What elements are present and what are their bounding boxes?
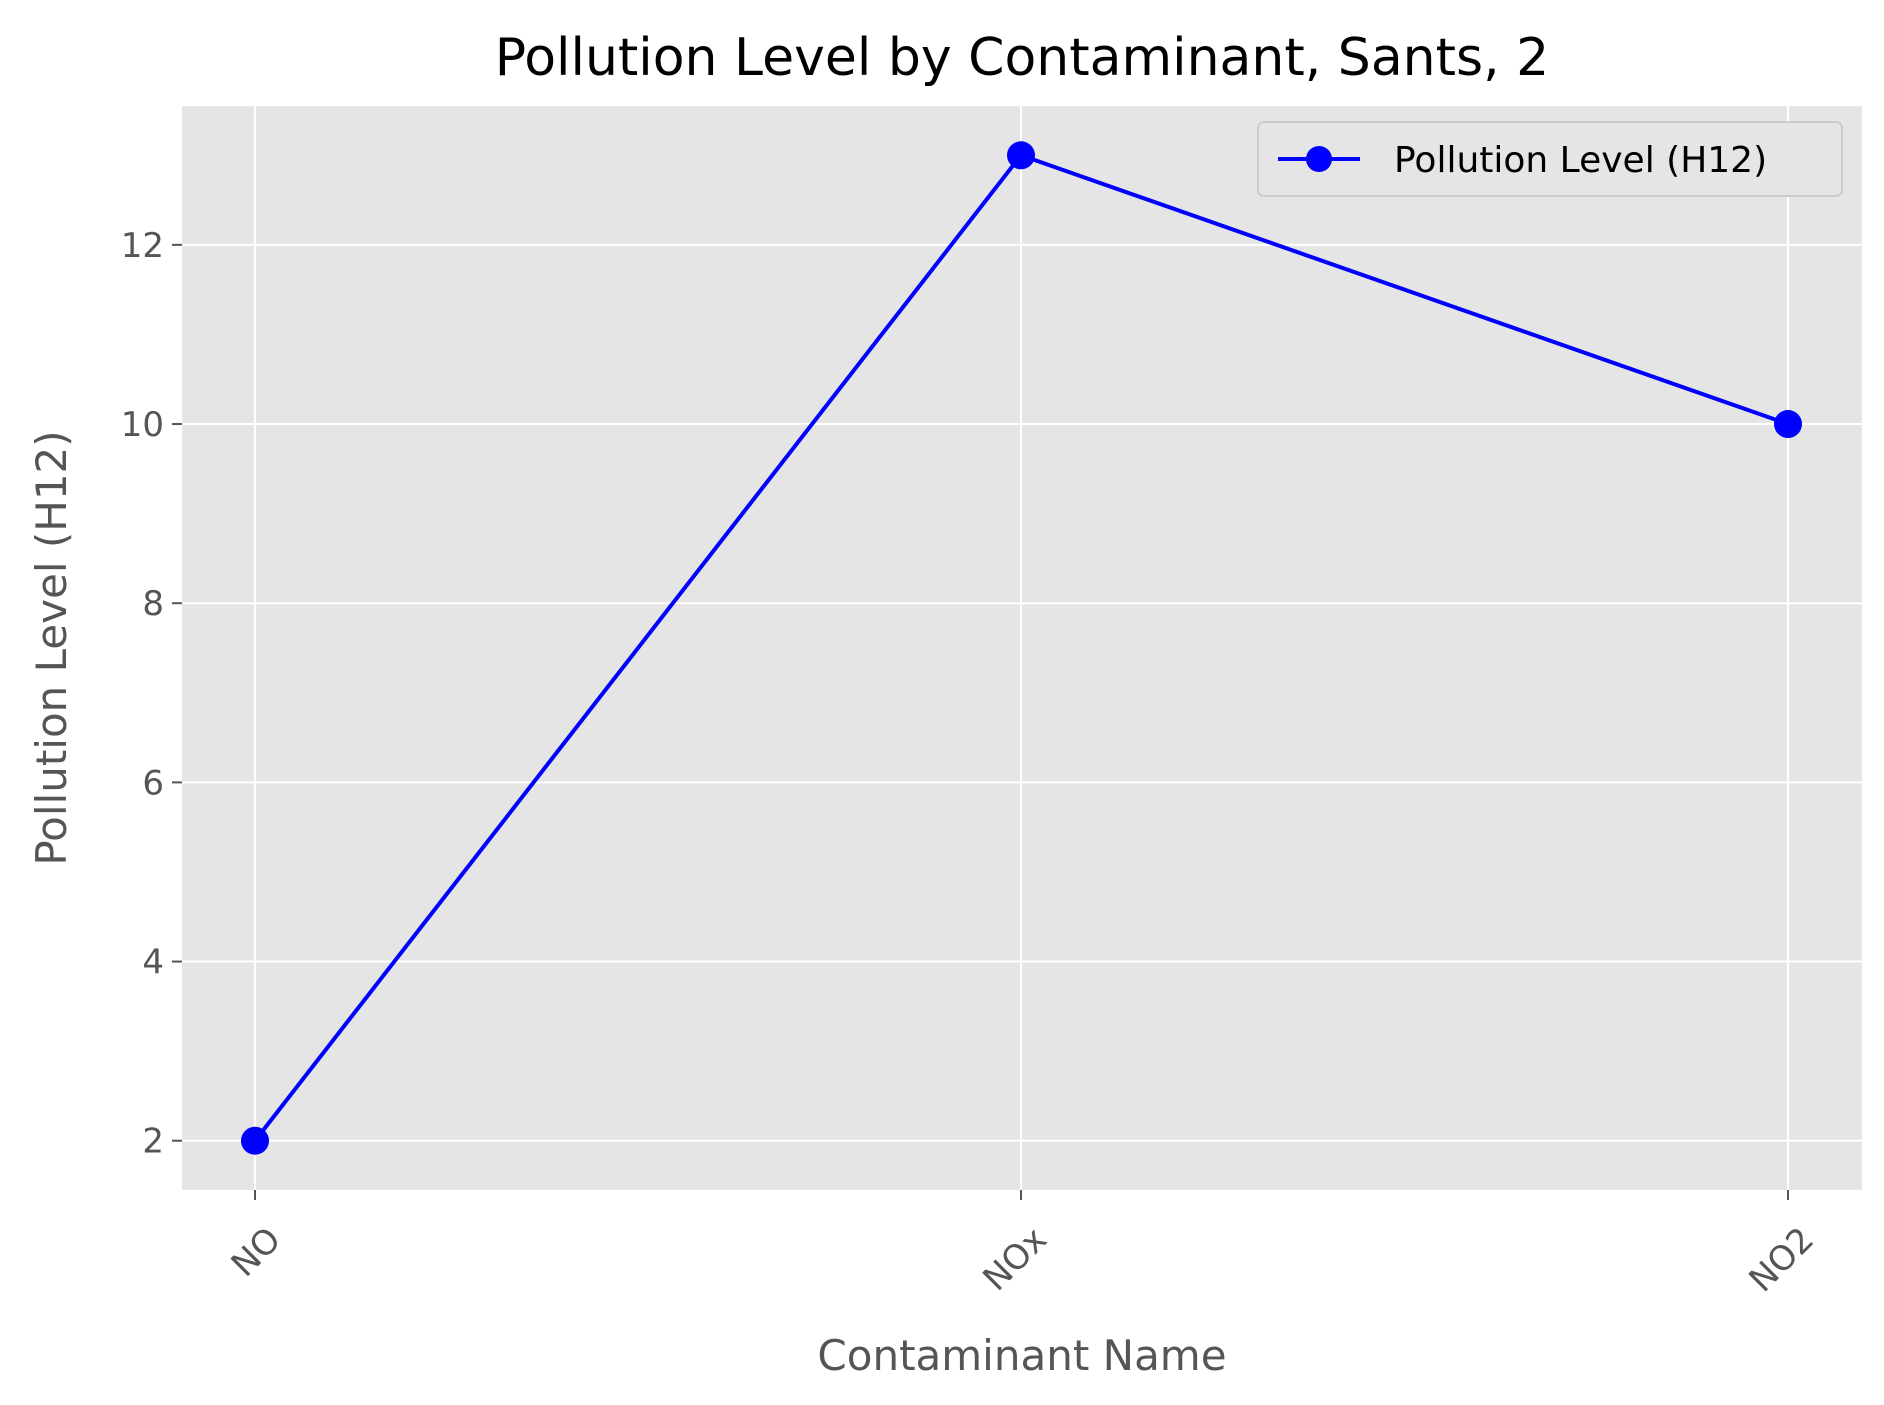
y-tick-label: 2 xyxy=(142,1122,164,1162)
series-line-group xyxy=(241,141,1802,1155)
legend-label: Pollution Level (H12) xyxy=(1394,140,1767,181)
y-axis: 2 4 6 8 10 12 xyxy=(121,226,182,1162)
legend-marker-swatch xyxy=(1306,146,1332,172)
x-tick-label: NO xyxy=(224,1220,289,1285)
x-axis-label: Contaminant Name xyxy=(817,1331,1226,1380)
y-tick-label: 8 xyxy=(142,584,164,624)
x-tick-label: NO2 xyxy=(1741,1220,1821,1300)
y-axis-label: Pollution Level (H12) xyxy=(27,430,76,865)
y-tick-label: 6 xyxy=(142,763,164,803)
x-tick-label: NOx xyxy=(975,1220,1054,1299)
data-point xyxy=(241,1126,269,1155)
legend-box xyxy=(1257,121,1843,197)
data-point xyxy=(1774,410,1802,439)
x-axis: NO NOx NO2 xyxy=(224,1190,1822,1300)
data-point xyxy=(1007,141,1035,170)
legend: Pollution Level (H12) xyxy=(1257,121,1843,197)
y-tick-label: 10 xyxy=(121,405,164,445)
chart-title: Pollution Level by Contaminant, Sants, 2 xyxy=(495,28,1550,88)
grid-lines xyxy=(182,106,1862,1190)
y-tick-label: 4 xyxy=(142,943,164,983)
y-tick-label: 12 xyxy=(121,226,164,266)
